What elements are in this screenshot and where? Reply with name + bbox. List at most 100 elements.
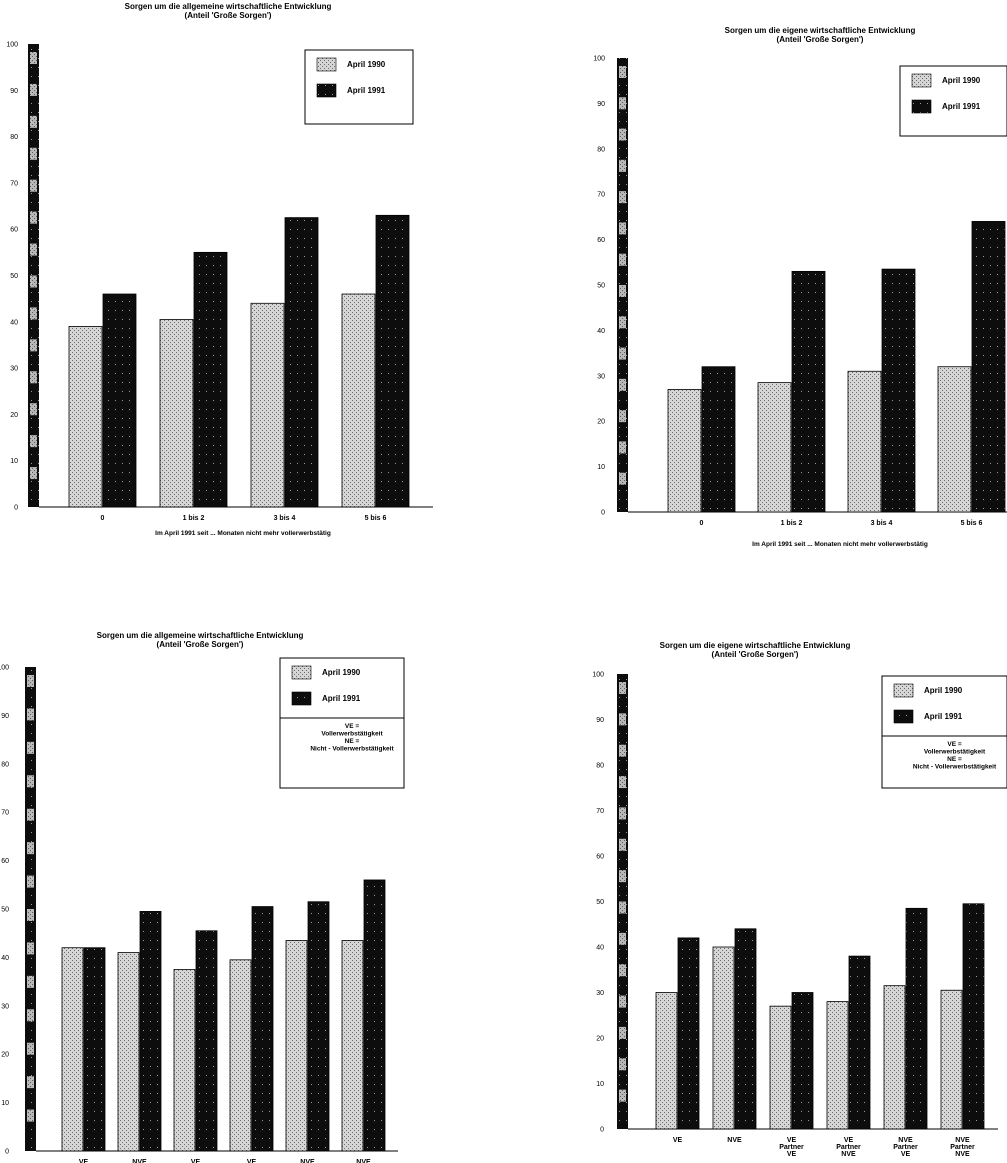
y-axis-texture-block [619,1058,626,1071]
y-tick-label: 20 [596,1036,604,1043]
x-tick-label: Partner [950,1144,975,1151]
x-tick-label: 5 bis 6 [365,515,387,522]
x-tick-label: NVE [955,1137,970,1144]
y-axis-texture-block [30,275,37,288]
x-tick-label: Partner [779,1144,804,1151]
bar-april-1990 [285,940,308,1152]
y-axis-texture-block [30,83,37,96]
y-axis-texture-block [30,243,37,256]
y-tick-label: 50 [596,899,604,906]
legend: April 1990 April 1991 VE =Vollerwerbstätig… [881,675,1007,789]
chart-subtitle: (Anteil 'Große Sorgen') [712,650,799,659]
y-axis-texture-block [619,870,626,883]
bar-april-1991 [375,214,410,508]
y-tick-label: 100 [592,672,604,679]
y-tick-label: 30 [10,366,18,373]
y-axis-texture-block [27,675,34,687]
y-axis-texture-block [30,435,37,448]
y-axis-texture [619,66,626,485]
bar-april-1990 [667,389,702,513]
y-axis-texture-block [619,410,626,423]
x-tick-label: 5 bis 6 [961,520,983,527]
bar-april-1990 [826,1001,849,1130]
bar-april-1991 [193,251,228,508]
bar-april-1991 [791,992,814,1130]
y-tick-label: 40 [596,945,604,952]
y-axis-texture-block [27,875,34,888]
legend-label: April 1990 [924,686,963,695]
bar-april-1990 [341,940,364,1152]
y-tick-label: 80 [597,146,605,153]
y-axis-texture-block [27,741,34,754]
bar-april-1990 [117,952,140,1152]
y-axis-texture-block [27,909,34,921]
y-axis-texture-block [30,467,37,480]
legend-label: April 1990 [347,60,386,69]
bar-april-1991 [195,930,218,1152]
y-tick-label: 90 [10,88,18,95]
y-tick-label: 100 [0,665,9,672]
x-tick-label: 3 bis 4 [274,515,296,522]
chart-title: Sorgen um die eigene wirtschaftliche Ent… [660,641,851,650]
legend-note-line: Nicht - Vollerwerbstätigkeit [310,746,394,753]
y-axis-texture-block [619,378,626,391]
y-axis-texture-block [27,975,34,988]
y-tick-label: 30 [596,990,604,997]
legend-swatch [291,691,312,706]
legend: April 1990 April 1991 VE =Vollerwerbstätig… [279,657,405,789]
bar-april-1990 [847,370,882,513]
bar-april-1990 [173,969,196,1152]
y-axis-texture-block [619,995,626,1008]
x-tick-label: 1 bis 2 [781,520,803,527]
y-axis-texture-block [619,964,626,977]
legend-swatch [316,57,337,72]
y-axis-texture-block [619,441,626,454]
y-tick-label: 40 [10,319,18,326]
y-tick-label: 80 [596,763,604,770]
bar-april-1990 [341,293,376,508]
x-tick-label: VE [787,1151,797,1158]
legend-label: April 1991 [347,86,386,95]
y-axis-texture-block [619,744,626,757]
y-axis-texture-block [27,775,34,788]
y-tick-label: 10 [1,1100,9,1107]
x-tick-label: 1 bis 2 [183,515,205,522]
y-tick-label: 60 [1,858,9,865]
bar-april-1990 [940,989,963,1130]
y-axis-texture-block [27,1009,34,1022]
legend-swatch [893,683,914,698]
y-axis-texture-block [27,1109,34,1122]
y-axis-texture-block [619,316,626,329]
bar-april-1990 [712,946,735,1130]
bar-april-1991 [307,901,330,1152]
chart-title: Sorgen um die allgemeine wirtschaftliche… [125,2,332,11]
x-tick-label: VE [673,1137,683,1144]
bar-april-1991 [971,221,1006,513]
x-axis-label: Im April 1991 seit ... Monaten nicht meh… [752,541,928,548]
bar-april-1991 [881,268,916,513]
x-tick-label: VE [191,1159,201,1163]
y-axis-texture-block [27,808,34,821]
y-tick-label: 60 [10,227,18,234]
y-axis-texture-block [30,211,37,224]
chart-title: Sorgen um die eigene wirtschaftliche Ent… [725,26,916,35]
bar-april-1990 [757,382,792,513]
y-axis-texture-block [619,347,626,360]
bar-april-1991 [284,217,319,508]
x-tick-label: VE [787,1137,797,1144]
legend-swatch [911,73,932,88]
y-tick-label: 100 [593,56,605,63]
bar-april-1991 [102,293,137,508]
y-tick-label: 10 [597,464,605,471]
y-axis-texture-block [27,708,34,721]
bar-april-1991 [363,879,386,1152]
bar-april-1991 [734,928,757,1130]
y-tick-label: 70 [596,808,604,815]
y-tick-label: 80 [1,761,9,768]
x-tick-label: 0 [700,520,704,527]
bar-april-1991 [848,955,871,1130]
y-axis-texture-block [30,52,37,64]
legend-swatch [316,83,337,98]
y-tick-label: 80 [10,134,18,141]
